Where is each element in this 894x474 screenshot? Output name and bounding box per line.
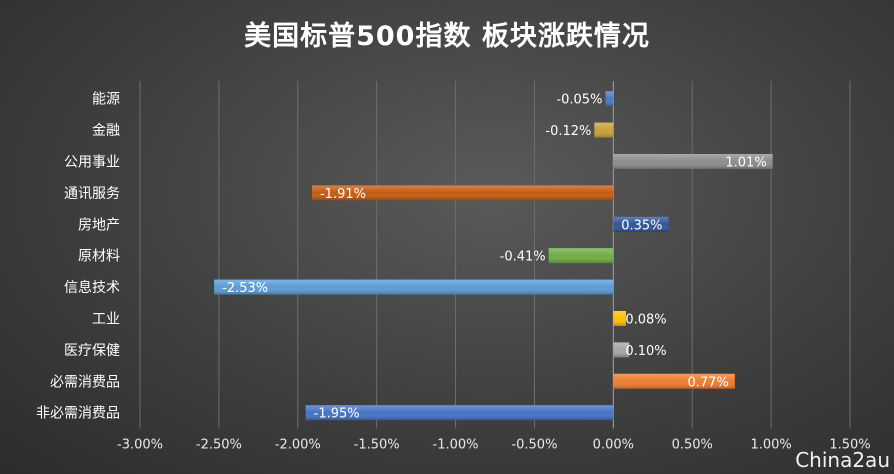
category-label: 非必需消费品 [36,406,120,422]
x-tick-label: 0.50% [672,437,713,452]
category-label: 医疗保健 [64,343,120,359]
data-label: 0.10% [625,344,666,359]
x-tick-label: -1.50% [354,437,400,452]
data-label: -0.12% [545,124,591,139]
bar-shade [548,248,614,264]
bar-shade [613,342,630,358]
category-label: 必需消费品 [50,374,120,390]
category-label: 原材料 [78,249,120,265]
chart-title: 美国标普500指数 板块涨跌情况 [244,21,650,52]
bar-shade [613,373,735,389]
data-label: -0.05% [556,93,602,108]
data-label: -0.41% [500,250,546,265]
x-tick-label: -3.00% [117,437,163,452]
bar-shade [613,154,773,169]
watermark: China2au [795,448,890,472]
x-tick-label: -2.00% [275,437,321,452]
category-label: 房地产 [78,217,120,233]
category-label: 通讯服务 [64,186,120,202]
bar-shade [613,311,626,326]
x-tick-label: 1.00% [750,437,791,452]
labels: -3.00% -2.50% -2.00% -1.50% -1.00% -0.50% 0.00… [36,92,871,453]
bar-shade [214,279,614,295]
data-label: 0.35% [621,218,662,233]
bar-shade [311,185,614,201]
data-label: 1.01% [725,156,766,171]
data-label: 0.08% [625,313,666,328]
bar-shade [305,405,614,421]
data-label: -1.95% [314,407,360,422]
gridlines [139,81,851,429]
bar-shade [613,216,669,232]
data-label: -1.91% [320,187,366,202]
data-label: 0.77% [688,375,729,390]
data-label: -2.53% [222,281,268,296]
category-label: 信息技术 [64,279,120,296]
x-tick-label: 0.00% [593,437,634,452]
category-label: 工业 [92,312,120,328]
bars [214,91,773,421]
bar-shade [594,122,614,138]
x-tick-label: -0.50% [511,437,557,452]
x-tick-label: -2.50% [196,437,242,452]
x-tick-label: -1.00% [433,437,479,452]
category-label: 金融 [92,123,120,139]
category-label: 能源 [92,92,120,108]
bar-shade [605,91,614,107]
x-tick-label: 1.50% [829,437,870,452]
category-label: 公用事业 [64,155,120,171]
